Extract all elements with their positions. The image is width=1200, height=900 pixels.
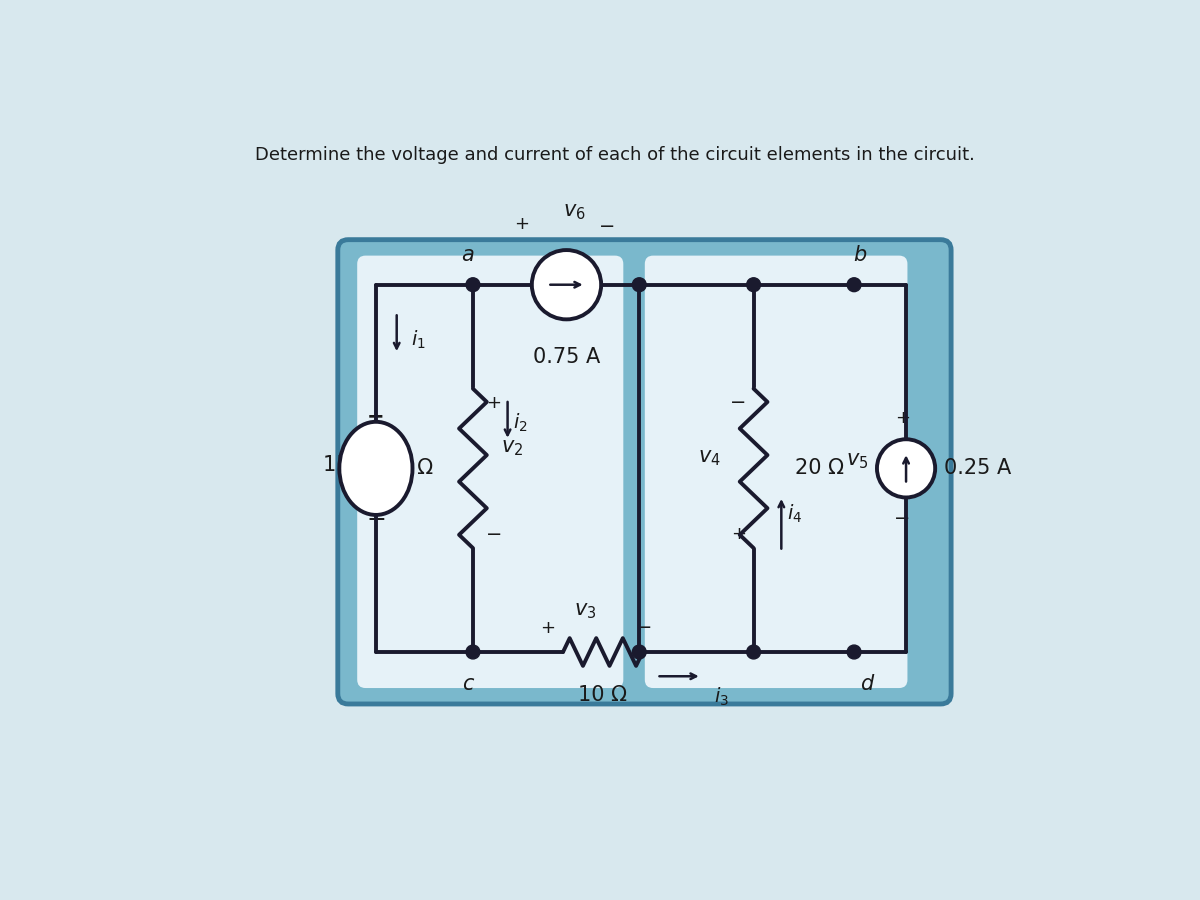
- Text: 20 Ω: 20 Ω: [796, 458, 844, 479]
- Text: 0.75 A: 0.75 A: [533, 347, 600, 367]
- Text: b: b: [853, 246, 866, 266]
- Text: −: −: [366, 508, 385, 532]
- Text: c: c: [462, 674, 473, 694]
- FancyBboxPatch shape: [644, 256, 907, 688]
- Text: −: −: [636, 618, 653, 637]
- Circle shape: [847, 278, 862, 292]
- Text: −: −: [894, 508, 911, 527]
- Text: $i_4$: $i_4$: [787, 502, 802, 525]
- Text: +: +: [731, 526, 746, 544]
- Circle shape: [847, 645, 862, 659]
- Circle shape: [746, 278, 761, 292]
- FancyBboxPatch shape: [338, 239, 952, 704]
- Text: 10 Ω: 10 Ω: [578, 685, 628, 706]
- Circle shape: [466, 645, 480, 659]
- Text: +: +: [367, 448, 385, 468]
- Text: 60 Ω: 60 Ω: [384, 458, 433, 479]
- Text: $v_2$: $v_2$: [500, 437, 523, 457]
- Text: −: −: [730, 393, 746, 412]
- Text: 0.25 A: 0.25 A: [944, 458, 1012, 479]
- Ellipse shape: [340, 422, 413, 515]
- Text: $v_5$: $v_5$: [846, 452, 868, 472]
- Text: $i_1$: $i_1$: [410, 329, 425, 351]
- Circle shape: [877, 439, 935, 498]
- Text: +: +: [540, 619, 554, 637]
- Text: $v_3$: $v_3$: [575, 601, 596, 621]
- Text: +: +: [367, 407, 385, 427]
- Text: d: d: [860, 674, 874, 694]
- FancyBboxPatch shape: [358, 256, 623, 688]
- Circle shape: [466, 278, 480, 292]
- Circle shape: [532, 250, 601, 320]
- Text: Determine the voltage and current of each of the circuit elements in the circuit: Determine the voltage and current of eac…: [256, 146, 974, 164]
- Circle shape: [632, 645, 646, 659]
- Circle shape: [632, 278, 646, 292]
- Text: $i_3$: $i_3$: [714, 686, 730, 708]
- Circle shape: [746, 645, 761, 659]
- Text: −: −: [367, 473, 385, 493]
- Text: $i_2$: $i_2$: [514, 412, 528, 435]
- Text: $v_4$: $v_4$: [697, 448, 720, 468]
- Text: 15 V: 15 V: [323, 454, 371, 475]
- Text: $v_6$: $v_6$: [564, 202, 586, 222]
- Text: +: +: [895, 410, 910, 427]
- Text: −: −: [486, 525, 502, 544]
- Text: +: +: [486, 393, 502, 411]
- Text: −: −: [599, 217, 614, 236]
- Text: a: a: [461, 246, 474, 266]
- Text: +: +: [514, 215, 529, 233]
